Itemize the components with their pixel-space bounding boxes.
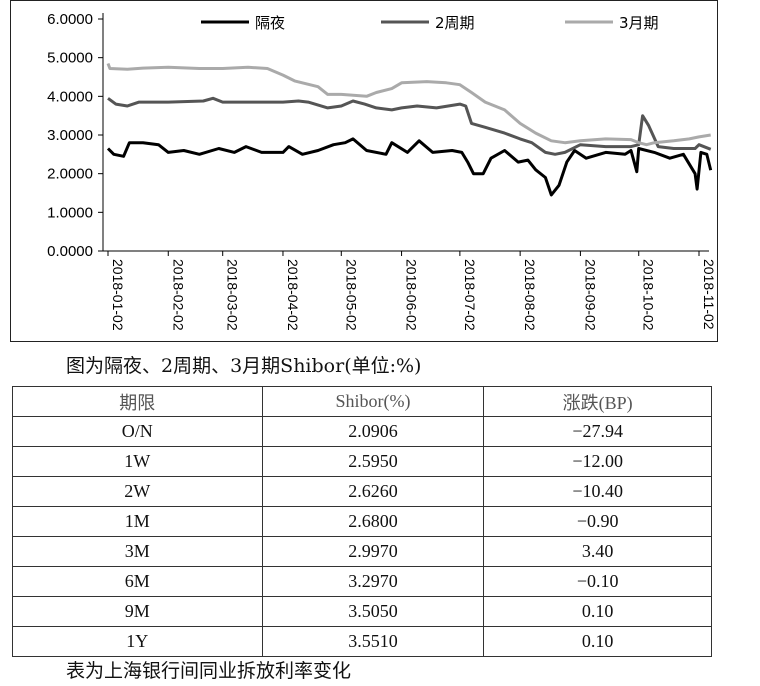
cell-term: 1Y	[12, 626, 263, 657]
table-row: O/N 2.0906 −27.94	[12, 416, 712, 447]
x-tick-label: 2018-01-02	[110, 259, 126, 331]
cell-term: 9M	[12, 596, 263, 627]
table-row: 3M 2.9970 3.40	[12, 536, 712, 567]
cell-term: 2W	[12, 476, 263, 507]
legend-label: 3月期	[619, 14, 659, 32]
legend-label: 隔夜	[255, 14, 285, 32]
x-tick-label: 2018-08-02	[522, 259, 538, 331]
table-header-row: 期限 Shibor(%) 涨跌(BP)	[12, 386, 712, 417]
line-chart: 0.0000 1.0000 2.0000 3.0000 4.0000 5.0000 6.00…	[47, 11, 717, 331]
cell-term: O/N	[12, 416, 263, 447]
header-rate: Shibor(%)	[261, 386, 485, 417]
cell-rate: 3.2970	[261, 566, 485, 597]
table-row: 1Y 3.5510 0.10	[12, 626, 712, 657]
series-line-2	[107, 96, 712, 156]
cell-term: 1W	[12, 446, 263, 477]
y-tick-label: 5.0000	[47, 50, 93, 67]
cell-rate: 3.5510	[261, 626, 485, 657]
x-tick-label: 2018-03-02	[225, 259, 241, 331]
table-row: 1M 2.6800 −0.90	[12, 506, 712, 537]
cell-change: 3.40	[483, 536, 712, 567]
cell-change: −0.90	[483, 506, 712, 537]
cell-change: −12.00	[483, 446, 712, 477]
shibor-table: 期限 Shibor(%) 涨跌(BP) O/N 2.0906 −27.94 1W…	[12, 386, 712, 657]
x-tick-label: 2018-05-02	[343, 259, 359, 331]
cell-rate: 2.9970	[261, 536, 485, 567]
x-tick-label: 2018-04-02	[285, 259, 301, 331]
cell-change: −0.10	[483, 566, 712, 597]
cell-rate: 3.5050	[261, 596, 485, 627]
series-line-1	[106, 137, 713, 197]
y-tick-label: 6.0000	[47, 11, 93, 28]
x-tick-label: 2018-06-02	[404, 259, 420, 331]
legend-label: 2周期	[435, 14, 475, 32]
y-tick-label: 2.0000	[47, 166, 93, 183]
cell-rate: 2.0906	[261, 416, 485, 447]
header-change: 涨跌(BP)	[483, 386, 712, 417]
table-row: 1W 2.5950 −12.00	[12, 446, 712, 477]
cell-rate: 2.6800	[261, 506, 485, 537]
x-tick-label: 2018-09-02	[582, 259, 598, 331]
cell-change: −27.94	[483, 416, 712, 447]
y-tick-label: 1.0000	[47, 204, 93, 221]
cell-term: 6M	[12, 566, 263, 597]
cell-change: 0.10	[483, 596, 712, 627]
y-tick-label: 0.0000	[47, 243, 93, 260]
cell-term: 1M	[12, 506, 263, 537]
y-tick-label: 4.0000	[47, 88, 93, 105]
table-caption: 表为上海银行间同业拆放利率变化	[66, 660, 352, 682]
cell-rate: 2.6260	[261, 476, 485, 507]
series-line-3	[106, 62, 711, 147]
cell-term: 3M	[12, 536, 263, 567]
x-tick-label: 2018-02-02	[170, 259, 186, 331]
chart-caption: 图为隔夜、2周期、3月期Shibor(单位:%)	[66, 355, 422, 377]
cell-change: −10.40	[483, 476, 712, 507]
chart-frame: 0.0000 1.0000 2.0000 3.0000 4.0000 5.0000 6.00…	[10, 0, 718, 342]
cell-rate: 2.5950	[261, 446, 485, 477]
x-tick-label: 2018-11-02	[701, 259, 717, 330]
x-tick-label: 2018-10-02	[641, 259, 657, 331]
y-tick-label: 3.0000	[47, 127, 93, 144]
table-row: 2W 2.6260 −10.40	[12, 476, 712, 507]
header-term: 期限	[12, 386, 263, 417]
cell-change: 0.10	[483, 626, 712, 657]
table-row: 6M 3.2970 −0.10	[12, 566, 712, 597]
table-row: 9M 3.5050 0.10	[12, 596, 712, 627]
x-tick-label: 2018-07-02	[462, 259, 478, 331]
